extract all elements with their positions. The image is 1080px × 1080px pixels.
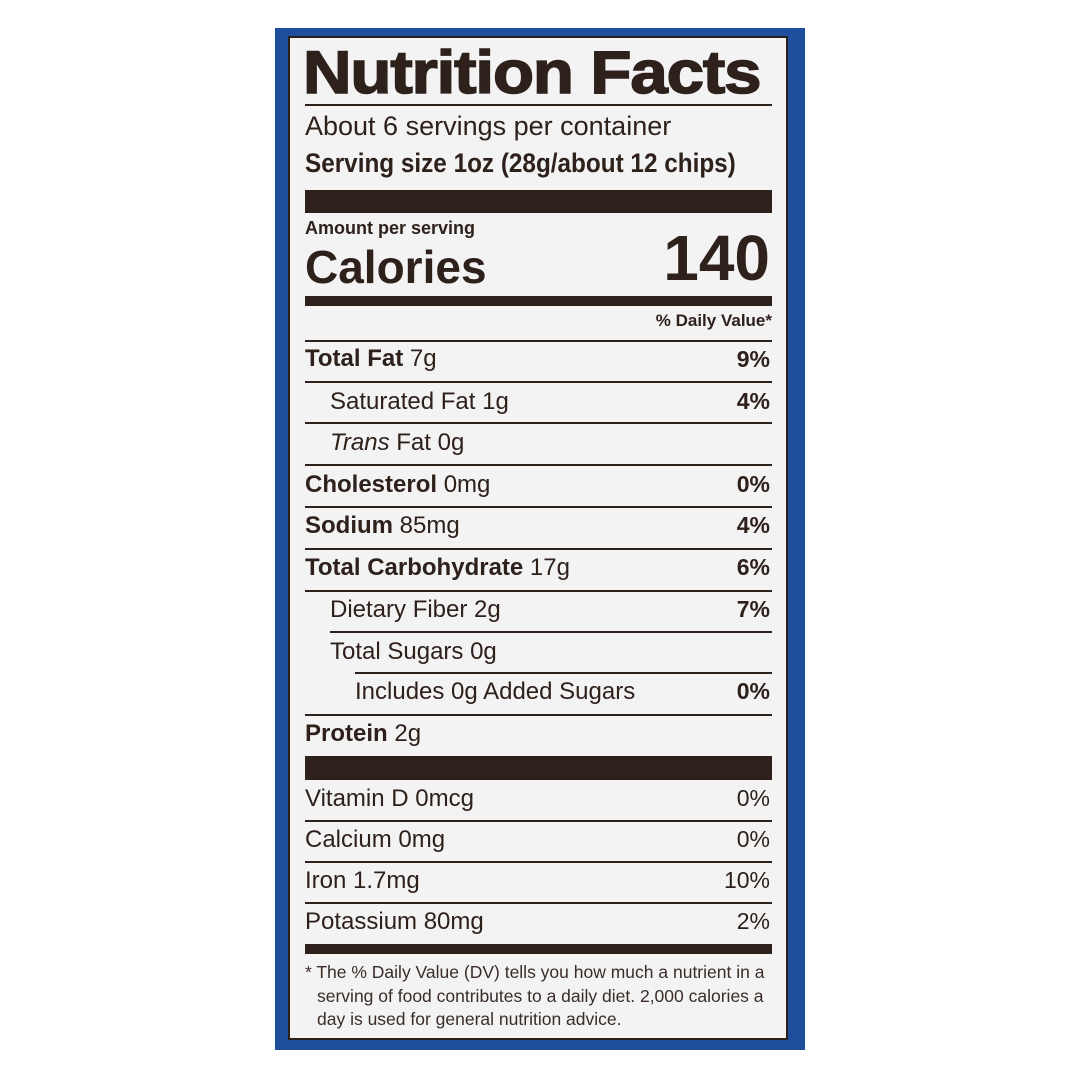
divider <box>305 422 772 424</box>
divider <box>305 590 772 592</box>
divider <box>305 506 772 508</box>
servings-per-container: About 6 servings per container <box>305 111 672 141</box>
nutrient-name: Saturated Fat <box>330 388 476 415</box>
divider <box>305 820 772 822</box>
vitamin-dv: 2% <box>736 908 770 934</box>
divider <box>305 464 772 466</box>
vitamin-name: Potassium 80mg <box>305 908 484 935</box>
footnote: * The % Daily Value (DV) tells you how m… <box>305 962 765 1029</box>
amount-per-serving: Amount per serving <box>305 218 476 238</box>
nutrient-name: Cholesterol <box>305 471 438 498</box>
nutrient-amount: 2g <box>474 596 501 623</box>
nutrient-name: Total Fat <box>305 345 404 372</box>
divider <box>305 340 772 342</box>
divider <box>305 104 772 106</box>
nutrient-name: Protein <box>305 720 388 747</box>
divider <box>305 381 772 383</box>
nutrient-name: Trans <box>330 429 390 456</box>
nutrient-dv: 0% <box>736 471 770 497</box>
divider <box>305 548 772 550</box>
nutrient-dv: 7% <box>736 596 770 622</box>
nutrient-amount: 0g <box>437 429 465 456</box>
calories-value: 140 <box>663 222 770 294</box>
medium-divider <box>305 944 772 954</box>
nutrient-amount: 0mg <box>443 471 491 498</box>
divider <box>305 714 772 716</box>
vitamin-name: Iron 1.7mg <box>305 867 420 894</box>
nutrient-amount: 1g <box>482 388 509 415</box>
daily-value-header: % Daily Value* <box>655 311 772 330</box>
nutrient-name: Dietary Fiber <box>330 596 468 623</box>
nutrient-dv: 0% <box>736 678 770 704</box>
nutrient-dv: 9% <box>736 346 770 372</box>
serving-size: Serving size 1oz (28g/about 12 chips) <box>305 148 736 178</box>
divider <box>305 861 772 863</box>
vitamin-dv: 0% <box>736 785 770 811</box>
nutrient-amount: 17g <box>529 554 570 581</box>
thick-divider <box>305 190 772 213</box>
thick-divider <box>305 756 772 780</box>
nutrient-amount: 7g <box>409 345 437 372</box>
medium-divider <box>305 296 772 306</box>
nutrient-dv: 6% <box>736 554 770 580</box>
nutrient-dv: 4% <box>736 388 770 414</box>
vitamin-dv: 0% <box>736 826 770 852</box>
nutrient-name: Total Carbohydrate <box>305 554 524 581</box>
vitamin-name: Calcium 0mg <box>305 826 446 853</box>
nutrient-amount: 0g <box>470 638 497 665</box>
nutrient-amount: 85mg <box>399 512 460 539</box>
vitamin-name: Vitamin D 0mcg <box>305 785 474 812</box>
nutrient-name-suffix: Fat <box>396 429 431 456</box>
nutrient-name: Total Sugars <box>330 638 464 665</box>
nutrient-name: Includes 0g Added Sugars <box>355 678 636 705</box>
nutrient-dv: 4% <box>736 512 770 538</box>
calories-label: Calories <box>305 241 487 293</box>
nutrient-name: Sodium <box>305 512 393 539</box>
label-title: Nutrition Facts <box>302 39 762 107</box>
divider <box>330 631 772 633</box>
divider <box>305 902 772 904</box>
vitamin-dv: 10% <box>723 867 770 893</box>
divider <box>355 672 772 674</box>
nutrient-amount: 2g <box>394 720 422 747</box>
